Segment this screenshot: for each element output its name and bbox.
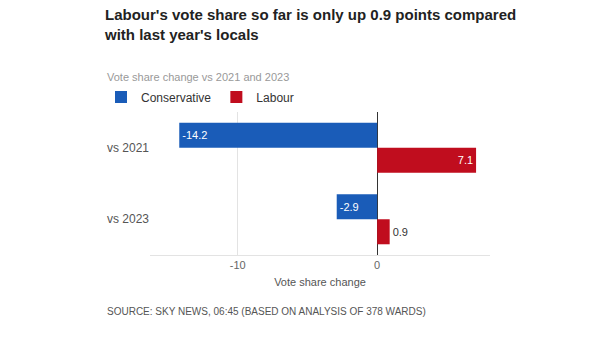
svg-text:-10: -10 <box>230 259 246 271</box>
svg-text:0: 0 <box>374 259 380 271</box>
svg-text:0.9: 0.9 <box>393 226 408 238</box>
svg-text:7.1: 7.1 <box>458 154 473 166</box>
svg-text:Conservative: Conservative <box>141 91 211 105</box>
svg-text:SOURCE: SKY NEWS, 06:45 (BASED: SOURCE: SKY NEWS, 06:45 (BASED ON ANALYS… <box>107 306 426 317</box>
svg-text:Labour's vote share so far is: Labour's vote share so far is only up 0.… <box>104 6 516 43</box>
svg-text:Vote share change vs 2021 and: Vote share change vs 2021 and 2023 <box>107 71 289 83</box>
svg-text:-2.9: -2.9 <box>340 201 359 213</box>
svg-text:vs 2021: vs 2021 <box>107 141 149 155</box>
svg-text:-14.2: -14.2 <box>182 129 207 141</box>
svg-text:Vote share change: Vote share change <box>274 276 366 288</box>
svg-text:vs 2023: vs 2023 <box>107 212 149 226</box>
svg-text:Labour: Labour <box>256 91 293 105</box>
